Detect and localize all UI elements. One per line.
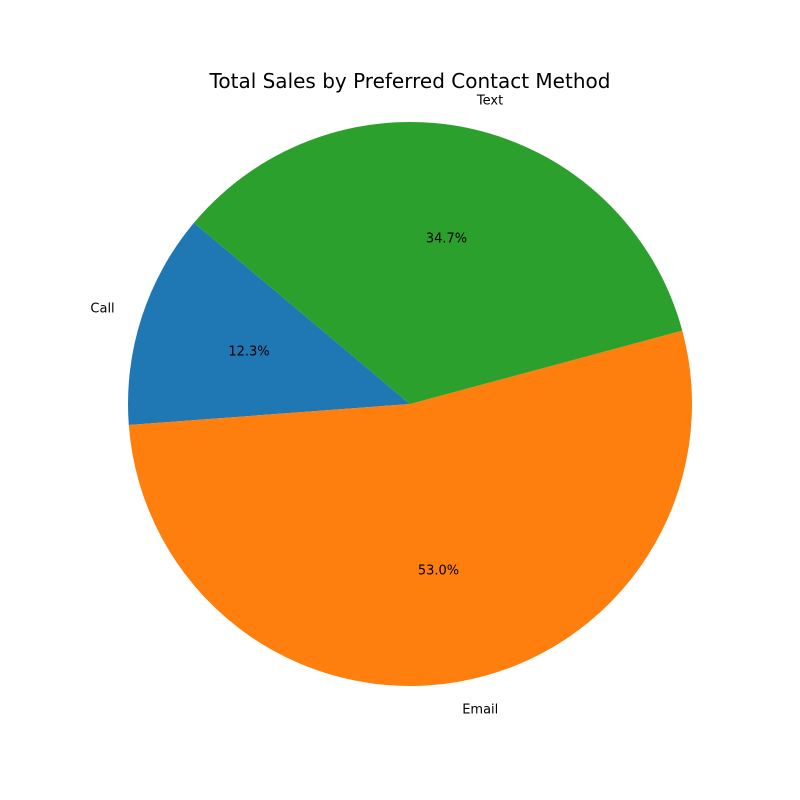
slice-label-email: Email <box>462 702 498 717</box>
percent-label-call: 12.3% <box>228 345 269 360</box>
pie-slice-call <box>128 222 410 426</box>
pie-slice-email <box>128 330 693 687</box>
percent-label-text: 34.7% <box>426 231 467 246</box>
percent-label-email: 53.0% <box>418 563 459 578</box>
pie-slices <box>128 121 693 687</box>
pie-slice-text <box>193 121 683 405</box>
chart-title: Total Sales by Preferred Contact Method <box>209 69 611 93</box>
slice-label-call: Call <box>90 301 114 316</box>
pie-labels: Call 12.3% Email 53.0% Text 34.7% <box>90 94 503 718</box>
slice-label-text: Text <box>476 94 503 109</box>
